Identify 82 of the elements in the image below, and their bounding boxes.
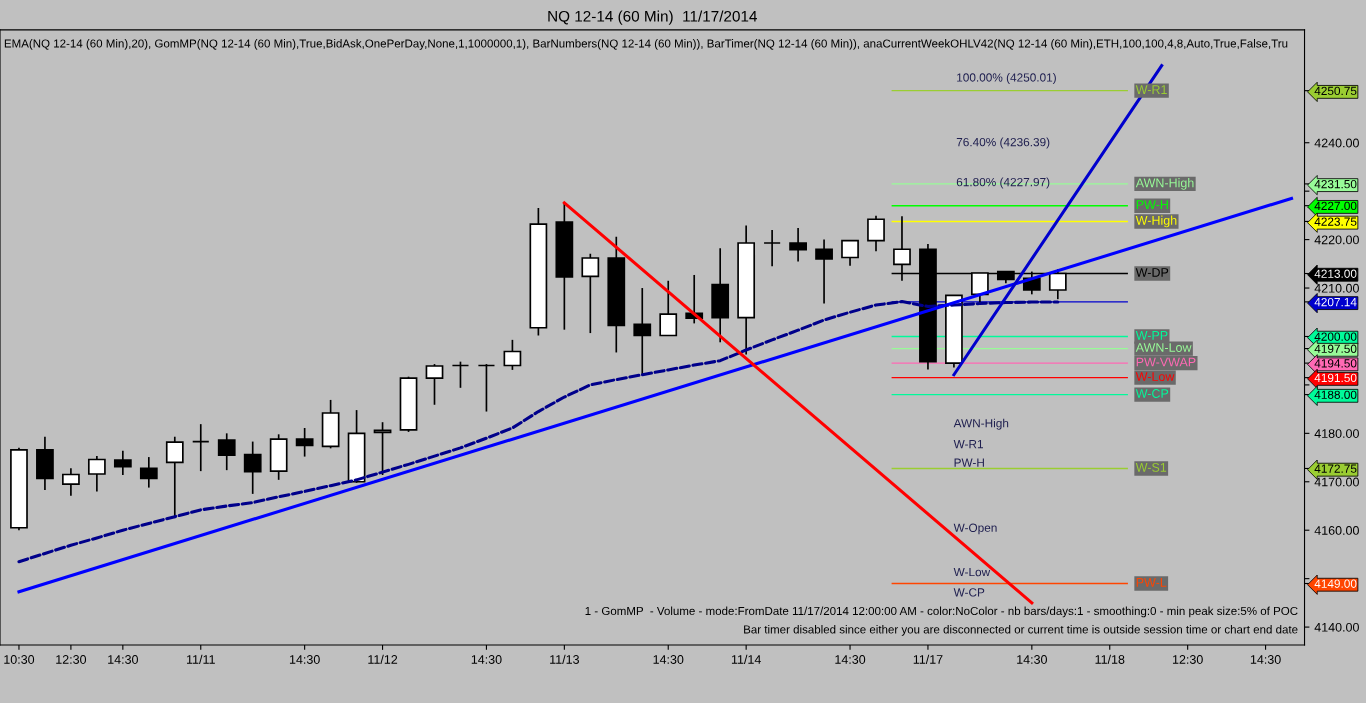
x-tick-label: 14:30 (471, 655, 502, 664)
x-tick-label: 14:30 (108, 655, 138, 664)
ref-line-label: AWN-High (1135, 178, 1194, 190)
ref-line-label: W-Low (1135, 372, 1175, 381)
candlestick (425, 363, 444, 406)
candlestick (841, 239, 859, 267)
y-tick-label: 4197.50 (1314, 344, 1357, 353)
candlestick (503, 339, 522, 371)
annotation: Bar timer disabled since either you are disconnected or current time is outside session time or chart end date (744, 625, 1298, 636)
annotation: 100.00% (4250.01) (957, 73, 1056, 84)
candlestick (62, 467, 80, 497)
y-tick-label: 4231.50 (1314, 179, 1357, 189)
x-tick-label: 11/17 (913, 654, 943, 664)
candlestick (789, 227, 807, 263)
candlestick (815, 238, 833, 305)
candlestick (139, 456, 158, 489)
chart-title: NQ 12-14 (60 Min) 11/17/2014 (548, 10, 757, 25)
annotation: W-Open (953, 523, 997, 535)
y-tick-label: 4170.00 (1314, 477, 1359, 487)
y-tick-label: 4180.00 (1314, 429, 1359, 438)
candlestick (451, 360, 470, 389)
x-tick-label: 11/18 (1095, 654, 1125, 664)
ref-line-label: W-PP (1135, 331, 1168, 340)
y-tick-label: 4220.00 (1314, 235, 1359, 245)
ref-line-label: AWN-Low (1135, 343, 1192, 352)
annotation: EMA(NQ 12-14 (60 Min),20), GomMP(NQ 12-14 (60 Min),True,BidAsk,OnePerDay,None,1,1000000,1), BarNumbers(NQ 12-14 (60 Min)), BarTimer(NQ 12-14 (60 Min)), anaCurrentWeekOHLV42(NQ 12-14 (60 Min),ETH,100,100,4,8,Auto,True,False,Tru (4, 39, 1288, 50)
annotation: 76.40% (4236.39) (956, 137, 1050, 149)
annotation: 61.80% (4227.97) (956, 177, 1050, 189)
candlestick (867, 215, 885, 253)
x-tick-label: 14:30 (1250, 655, 1281, 664)
y-tick-label: 4140.00 (1314, 622, 1359, 632)
annotation: W-R1 (953, 440, 983, 449)
candlestick (295, 427, 314, 458)
y-tick-label: 4207.14 (1314, 297, 1357, 307)
line-series (17, 300, 1060, 564)
y-tick-label: 4210.00 (1314, 283, 1359, 293)
x-tick-label: 10:30 (4, 655, 35, 664)
y-tick-label: 4188.00 (1314, 390, 1357, 399)
x-tick-label: 12:30 (1172, 655, 1203, 664)
candlestick (217, 432, 236, 471)
y-tick-label: 4149.00 (1314, 579, 1357, 588)
x-tick-label: 14:30 (1017, 655, 1047, 664)
x-tick-label: 14:30 (653, 655, 684, 664)
x-tick-label: 11/12 (368, 654, 398, 664)
ref-line-label: W-R1 (1135, 85, 1167, 94)
y-tick-label: 4194.50 (1314, 359, 1357, 368)
candlestick (763, 229, 782, 268)
annotation: AWN-High (953, 418, 1009, 430)
y-tick-label: 4160.00 (1314, 526, 1359, 535)
annotation: PW-H (954, 458, 984, 467)
y-tick-label: 4213.00 (1314, 269, 1357, 278)
y-tick-label: 4227.00 (1314, 201, 1357, 211)
x-tick-label: 11/11 (186, 654, 215, 664)
candlestick (243, 440, 262, 495)
y-tick-label: 4250.75 (1314, 86, 1357, 96)
annotation: 1 - GomMP - Volume - mode:FromDate 11/17/2014 12:00:00 AM - color:NoColor - nb bars/days:1 - smoothing:0 - min peak size:5% of POC (585, 606, 1298, 618)
ref-line-label: PW-VWAP (1136, 357, 1196, 367)
ref-line-label: PW-H (1136, 200, 1168, 209)
ref-line-label: W-High (1135, 215, 1177, 228)
y-tick-label: 4200.00 (1314, 332, 1357, 341)
x-tick-label: 14:30 (289, 655, 320, 664)
candlestick (191, 423, 210, 472)
x-tick-label: 14:30 (835, 655, 866, 664)
x-tick-label: 11/13 (550, 654, 579, 664)
y-tick-label: 4172.75 (1314, 464, 1357, 473)
ref-line-label: PW-L (1136, 578, 1167, 587)
annotation: W-Low (953, 568, 991, 577)
candlestick (113, 449, 132, 476)
ref-line-label: W-S1 (1135, 462, 1167, 472)
candlestick (477, 363, 496, 413)
ref-line-label: W-DP (1135, 268, 1169, 277)
y-tick-label: 4223.75 (1314, 217, 1357, 226)
candlestick (87, 455, 106, 493)
annotation: W-CP (953, 588, 985, 597)
ref-line-label: W-CP (1135, 389, 1169, 398)
x-tick-label: 11/14 (731, 654, 761, 664)
y-tick-label: 4191.50 (1314, 373, 1357, 383)
candlestick (581, 252, 600, 334)
candlestick (633, 287, 652, 376)
y-tick-label: 4240.00 (1314, 138, 1359, 148)
x-tick-label: 12:30 (56, 655, 87, 664)
candlestick (659, 279, 678, 337)
